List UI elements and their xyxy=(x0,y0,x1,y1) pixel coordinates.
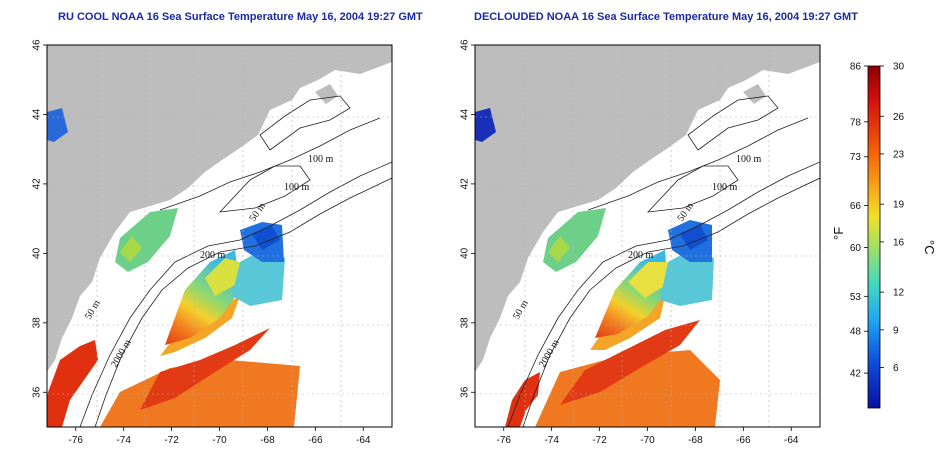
lon-tick-label: -72 xyxy=(164,435,179,446)
lat-tick-label: 38 xyxy=(460,317,471,329)
grid-lines xyxy=(475,45,820,427)
celsius-tick-label: 12 xyxy=(893,288,905,299)
fahrenheit-tick-label: 60 xyxy=(850,243,862,254)
lat-tick-label: 44 xyxy=(460,108,471,120)
contour-label: 200 m xyxy=(628,250,654,261)
lon-tick-label: -66 xyxy=(736,435,751,446)
celsius-tick-label: 26 xyxy=(893,112,905,123)
fahrenheit-tick-label: 53 xyxy=(850,292,862,303)
lat-tick-label: 40 xyxy=(460,247,471,259)
lon-tick-label: -64 xyxy=(356,435,371,446)
celsius-tick-label: 9 xyxy=(893,325,899,336)
colorbar-gradient xyxy=(867,65,881,409)
lon-tick-label: -66 xyxy=(308,435,323,446)
celsius-tick-label: 19 xyxy=(893,200,905,211)
contour-lines xyxy=(507,95,820,427)
contour-label: 200 m xyxy=(200,250,226,261)
lat-tick-label: 40 xyxy=(32,247,43,259)
map-panel-left: 100 m 100 m 50 m 200 m 50 m 2000 m xyxy=(46,44,393,428)
celsius-tick-label: 30 xyxy=(893,62,905,73)
lon-tick-label: -64 xyxy=(784,435,799,446)
sst-warm-south xyxy=(535,350,720,427)
lon-tick-label: -72 xyxy=(592,435,607,446)
lat-tick-label: 46 xyxy=(32,39,43,51)
fahrenheit-tick-label: 86 xyxy=(850,62,862,73)
contour-label: 100 m xyxy=(712,182,738,193)
celsius-tick-label: 6 xyxy=(893,363,899,374)
fahrenheit-tick-label: 78 xyxy=(850,117,862,128)
lon-tick-label: -74 xyxy=(116,435,131,446)
land-mass xyxy=(47,45,392,372)
land-mass xyxy=(475,45,820,372)
grid-lines xyxy=(47,45,392,427)
lat-tick-label: 46 xyxy=(460,39,471,51)
axis-ticks: -76 -74 -72 -70 -68 -66 -64 46 44 42 40 38 36 -76 -74 -… xyxy=(32,39,799,446)
lon-tick-label: -76 xyxy=(497,435,512,446)
fahrenheit-label: °F xyxy=(831,227,846,240)
lat-tick-label: 42 xyxy=(32,178,43,190)
map-title-left: RU COOL NOAA 16 Sea Surface Temperature … xyxy=(58,11,423,23)
fahrenheit-tick-label: 73 xyxy=(850,152,862,163)
celsius-tick-label: 23 xyxy=(893,149,905,160)
lat-tick-label: 38 xyxy=(32,317,43,329)
colorbar: 86 78 73 66 60 53 48 42 30 26 23 19 16 12 9 6 °F °C xyxy=(831,62,937,409)
contour-lines xyxy=(79,95,392,427)
sst-warm-south xyxy=(100,360,300,427)
lon-tick-label: -74 xyxy=(544,435,559,446)
contour-label: 100 m xyxy=(308,154,334,165)
lat-tick-label: 42 xyxy=(460,178,471,190)
lon-tick-label: -68 xyxy=(260,435,275,446)
contour-label: 100 m xyxy=(284,182,310,193)
lat-tick-label: 44 xyxy=(32,108,43,120)
lon-tick-label: -70 xyxy=(640,435,655,446)
lat-tick-label: 36 xyxy=(460,386,471,398)
lon-tick-label: -76 xyxy=(69,435,84,446)
lon-tick-label: -70 xyxy=(212,435,227,446)
lon-tick-label: -68 xyxy=(688,435,703,446)
fahrenheit-tick-label: 66 xyxy=(850,201,862,212)
contour-label: 100 m xyxy=(736,154,762,165)
lat-tick-label: 36 xyxy=(32,386,43,398)
map-panel-right: 100 m 100 m 50 m 200 m 50 m 2000 m xyxy=(474,44,821,428)
map-title-right: DECLOUDED NOAA 16 Sea Surface Temperatur… xyxy=(474,11,858,23)
celsius-tick-label: 16 xyxy=(893,237,905,248)
fahrenheit-tick-label: 42 xyxy=(850,369,862,380)
celsius-label: °C xyxy=(922,240,937,255)
fahrenheit-tick-label: 48 xyxy=(850,327,862,338)
